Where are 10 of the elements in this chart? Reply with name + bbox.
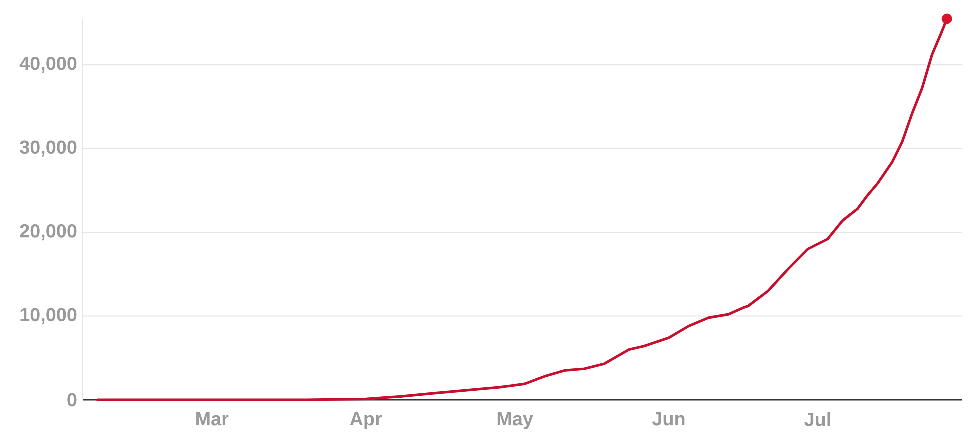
x-tick-label: Mar xyxy=(196,412,229,426)
x-tick-label: Apr xyxy=(350,412,382,430)
x-tick-label: May xyxy=(498,412,534,430)
x-tick-label: Jun xyxy=(652,412,685,426)
y-tick-label: 0 xyxy=(68,393,77,407)
y-tick-label: 30,000 xyxy=(20,140,77,157)
y-tick-label: 20,000 xyxy=(20,224,77,241)
y-tick-label: 40,000 xyxy=(20,56,77,74)
y-tick-label: 10,000 xyxy=(20,308,77,324)
x-tick-label: Jul xyxy=(804,412,830,426)
